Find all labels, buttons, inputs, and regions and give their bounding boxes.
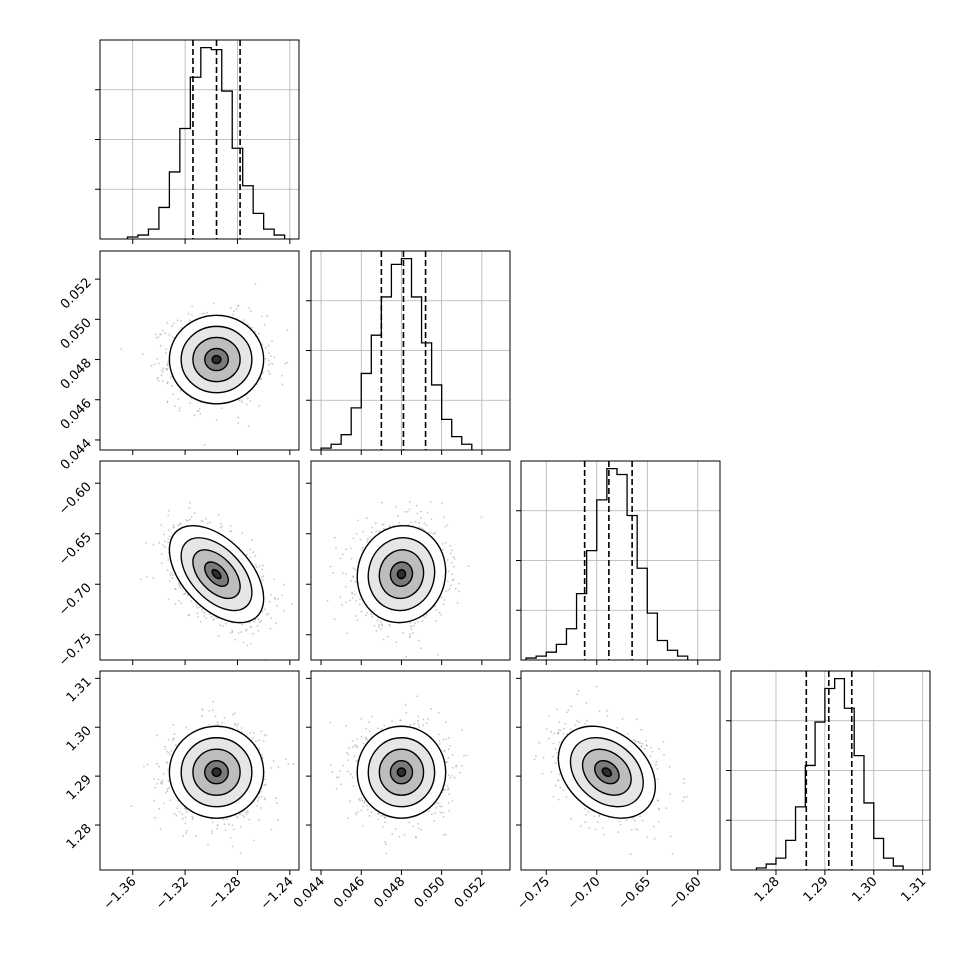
- density-content: [120, 282, 289, 446]
- density-content: [139, 501, 293, 660]
- panel-frame: [310, 670, 511, 871]
- x-tick-label: −0.60: [666, 874, 705, 913]
- x-tick-label: −1.24: [258, 874, 297, 913]
- y-tick-label: −0.70: [56, 580, 95, 619]
- histogram-bars: [755, 678, 904, 870]
- x-tick-label: 0.046: [331, 874, 368, 911]
- density-level: [396, 767, 407, 778]
- y-tick-label: 1.28: [64, 821, 95, 852]
- x-tick-label: 1.31: [898, 874, 929, 905]
- histogram-panel-p2: [516, 460, 721, 665]
- contour-line: [396, 569, 407, 580]
- y-tick-label: 0.046: [58, 396, 95, 433]
- panel-frame: [520, 670, 721, 871]
- panel-frame: [520, 460, 721, 661]
- contour-line: [180, 325, 253, 394]
- contour-line: [581, 748, 632, 796]
- contour-line: [569, 737, 644, 808]
- histogram-bars: [126, 47, 286, 239]
- y-tick-label: −0.60: [56, 479, 95, 518]
- contour-line: [168, 524, 265, 624]
- contour-line: [180, 537, 253, 612]
- y-tick-label: 0.052: [58, 275, 95, 312]
- density-level: [211, 767, 222, 778]
- x-tick-label: −0.75: [514, 874, 553, 913]
- contour-line: [204, 760, 230, 785]
- panels-layer: [95, 39, 931, 875]
- panel-frame: [99, 460, 300, 661]
- y-tick-label: 1.29: [64, 772, 95, 803]
- contour-line: [389, 561, 414, 587]
- x-tick-label: 0.052: [452, 874, 489, 911]
- panel-frame: [99, 670, 300, 871]
- histogram-bars: [320, 258, 473, 450]
- contour-line: [192, 748, 241, 796]
- x-tick-label: −0.65: [615, 874, 654, 913]
- x-tick-label: 1.29: [801, 874, 832, 905]
- panel-frame: [310, 460, 511, 661]
- x-tick-label: −1.28: [206, 874, 245, 913]
- contour-line: [180, 737, 253, 808]
- density-content: [329, 695, 468, 855]
- contour-line: [211, 767, 222, 778]
- contour-line: [356, 524, 447, 624]
- contour-line: [557, 725, 657, 819]
- contour-line: [389, 760, 414, 785]
- y-tick-label: 1.31: [64, 675, 95, 706]
- contour-line: [168, 725, 265, 819]
- contour-line: [367, 737, 436, 808]
- scatter-panel-p1-p3: [306, 670, 511, 875]
- x-tick-label: −1.36: [101, 874, 140, 913]
- contour-line: [168, 314, 265, 405]
- y-tick-label: −0.75: [56, 631, 95, 670]
- histogram-panel-p1: [306, 250, 511, 455]
- y-tick-label: 0.048: [58, 356, 95, 393]
- x-tick-label: 0.048: [371, 874, 408, 911]
- x-tick-label: 0.044: [291, 874, 328, 911]
- contour-line: [356, 725, 447, 819]
- contour-line: [204, 561, 230, 587]
- y-tick-label: 1.30: [64, 723, 95, 754]
- contour-line: [211, 569, 222, 580]
- density-content: [533, 685, 688, 856]
- x-tick-label: −1.32: [153, 874, 192, 913]
- contour-line: [396, 767, 407, 778]
- panel-frame: [99, 39, 300, 240]
- density-content: [130, 700, 295, 854]
- contour-line: [378, 549, 425, 600]
- x-tick-label: 1.30: [850, 874, 881, 905]
- x-tick-label: 1.28: [752, 874, 783, 905]
- density-content: [326, 500, 483, 658]
- contour-line: [367, 537, 436, 612]
- contour-line: [594, 760, 620, 785]
- scatter-panel-p0-p2: [95, 460, 300, 665]
- contour-line: [378, 748, 425, 796]
- density-level: [211, 354, 222, 365]
- histogram-panel-p3: [726, 670, 931, 875]
- y-tick-label: 0.044: [58, 436, 95, 473]
- panel-frame: [310, 250, 511, 451]
- scatter-panel-p0-p1: [95, 250, 300, 455]
- x-tick-label: −0.70: [565, 874, 604, 913]
- scatter-panel-p0-p3: [95, 670, 300, 875]
- y-tick-label: 0.050: [58, 316, 95, 353]
- panel-frame: [99, 250, 300, 451]
- histogram-bars: [525, 468, 689, 660]
- scatter-panel-p2-p3: [516, 670, 721, 875]
- x-tick-label: 0.050: [412, 874, 449, 911]
- contour-line: [204, 347, 230, 372]
- panel-frame: [730, 670, 931, 871]
- scatter-panel-p1-p2: [306, 460, 511, 665]
- histogram-panel-p0: [95, 39, 300, 244]
- contour-line: [192, 336, 241, 383]
- contour-line: [192, 549, 241, 600]
- contour-line: [211, 354, 222, 365]
- contour-line: [601, 767, 612, 778]
- y-tick-label: −0.65: [56, 530, 95, 569]
